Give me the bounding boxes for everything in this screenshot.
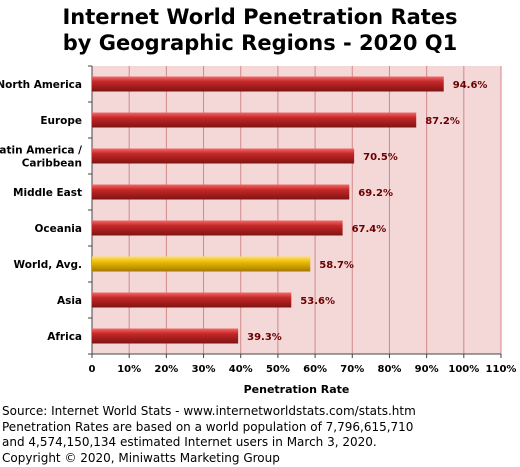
x-tick-label: 20% (154, 364, 178, 375)
category-label-middle-east: Middle East (13, 187, 82, 199)
x-tick-label: 110% (486, 364, 517, 375)
source-line-2: Penetration Rates are based on a world p… (2, 419, 414, 434)
bar-africa (92, 328, 239, 344)
x-tick-label: 70% (340, 364, 364, 375)
source-line-3: and 4,574,150,134 estimated Internet use… (2, 435, 377, 449)
chart-title-line-1: Internet World Penetration Rates (62, 5, 458, 29)
value-label-asia: 53.6% (300, 296, 335, 307)
x-tick-label: 50% (266, 364, 290, 375)
x-tick-label: 90% (415, 364, 439, 375)
x-tick-label: 10% (117, 364, 141, 375)
x-axis-title: Penetration Rate (244, 383, 350, 396)
x-tick-label: 100% (448, 364, 479, 375)
source-line-1: Source: Internet World Stats - www.inter… (2, 404, 416, 418)
category-label-europe: Europe (40, 115, 82, 127)
category-label-north-america: North America (0, 79, 82, 91)
value-label-north-america: 94.6% (453, 80, 488, 91)
bar-middle-east (92, 184, 350, 200)
plot-area (92, 66, 501, 354)
value-label-world-avg: 58.7% (319, 260, 354, 271)
bar-asia (92, 292, 292, 308)
value-label-latin-america-caribbean: 70.5% (363, 152, 398, 163)
bar-latin-america-caribbean (92, 148, 355, 164)
x-tick-label: 60% (303, 364, 327, 375)
category-label-latin-america-caribbean: Latin America / Caribbean (0, 145, 82, 170)
bar-world-avg (92, 256, 311, 272)
chart-title: Internet World Penetration Rates by Geog… (0, 4, 520, 56)
bar-north-america (92, 76, 444, 92)
x-tick-label: 40% (229, 364, 253, 375)
value-label-oceania: 67.4% (352, 224, 387, 235)
bar-chart: 0 10% 20% 30% 40% 50% 60% 70% 80% 90% 100% 110% Nort… (0, 65, 517, 396)
chart-title-line-2: by Geographic Regions - 2020 Q1 (62, 31, 458, 55)
value-label-africa: 39.3% (247, 332, 282, 343)
value-label-middle-east: 69.2% (358, 188, 393, 199)
bar-oceania (92, 220, 343, 236)
value-label-europe: 87.2% (425, 116, 460, 127)
x-tick-label: 0 (89, 364, 96, 375)
category-label-asia: Asia (57, 295, 82, 307)
bar-europe (92, 112, 417, 128)
source-note: Source: Internet World Stats - www.inter… (2, 404, 512, 466)
source-line-4: Copyright © 2020, Miniwatts Marketing Gr… (2, 450, 280, 465)
x-tick-label: 30% (192, 364, 216, 375)
category-label-africa: Africa (47, 331, 82, 343)
x-tick-label: 80% (377, 364, 401, 375)
category-label-oceania: Oceania (34, 223, 82, 235)
category-label-world-avg: World, Avg. (14, 259, 82, 271)
